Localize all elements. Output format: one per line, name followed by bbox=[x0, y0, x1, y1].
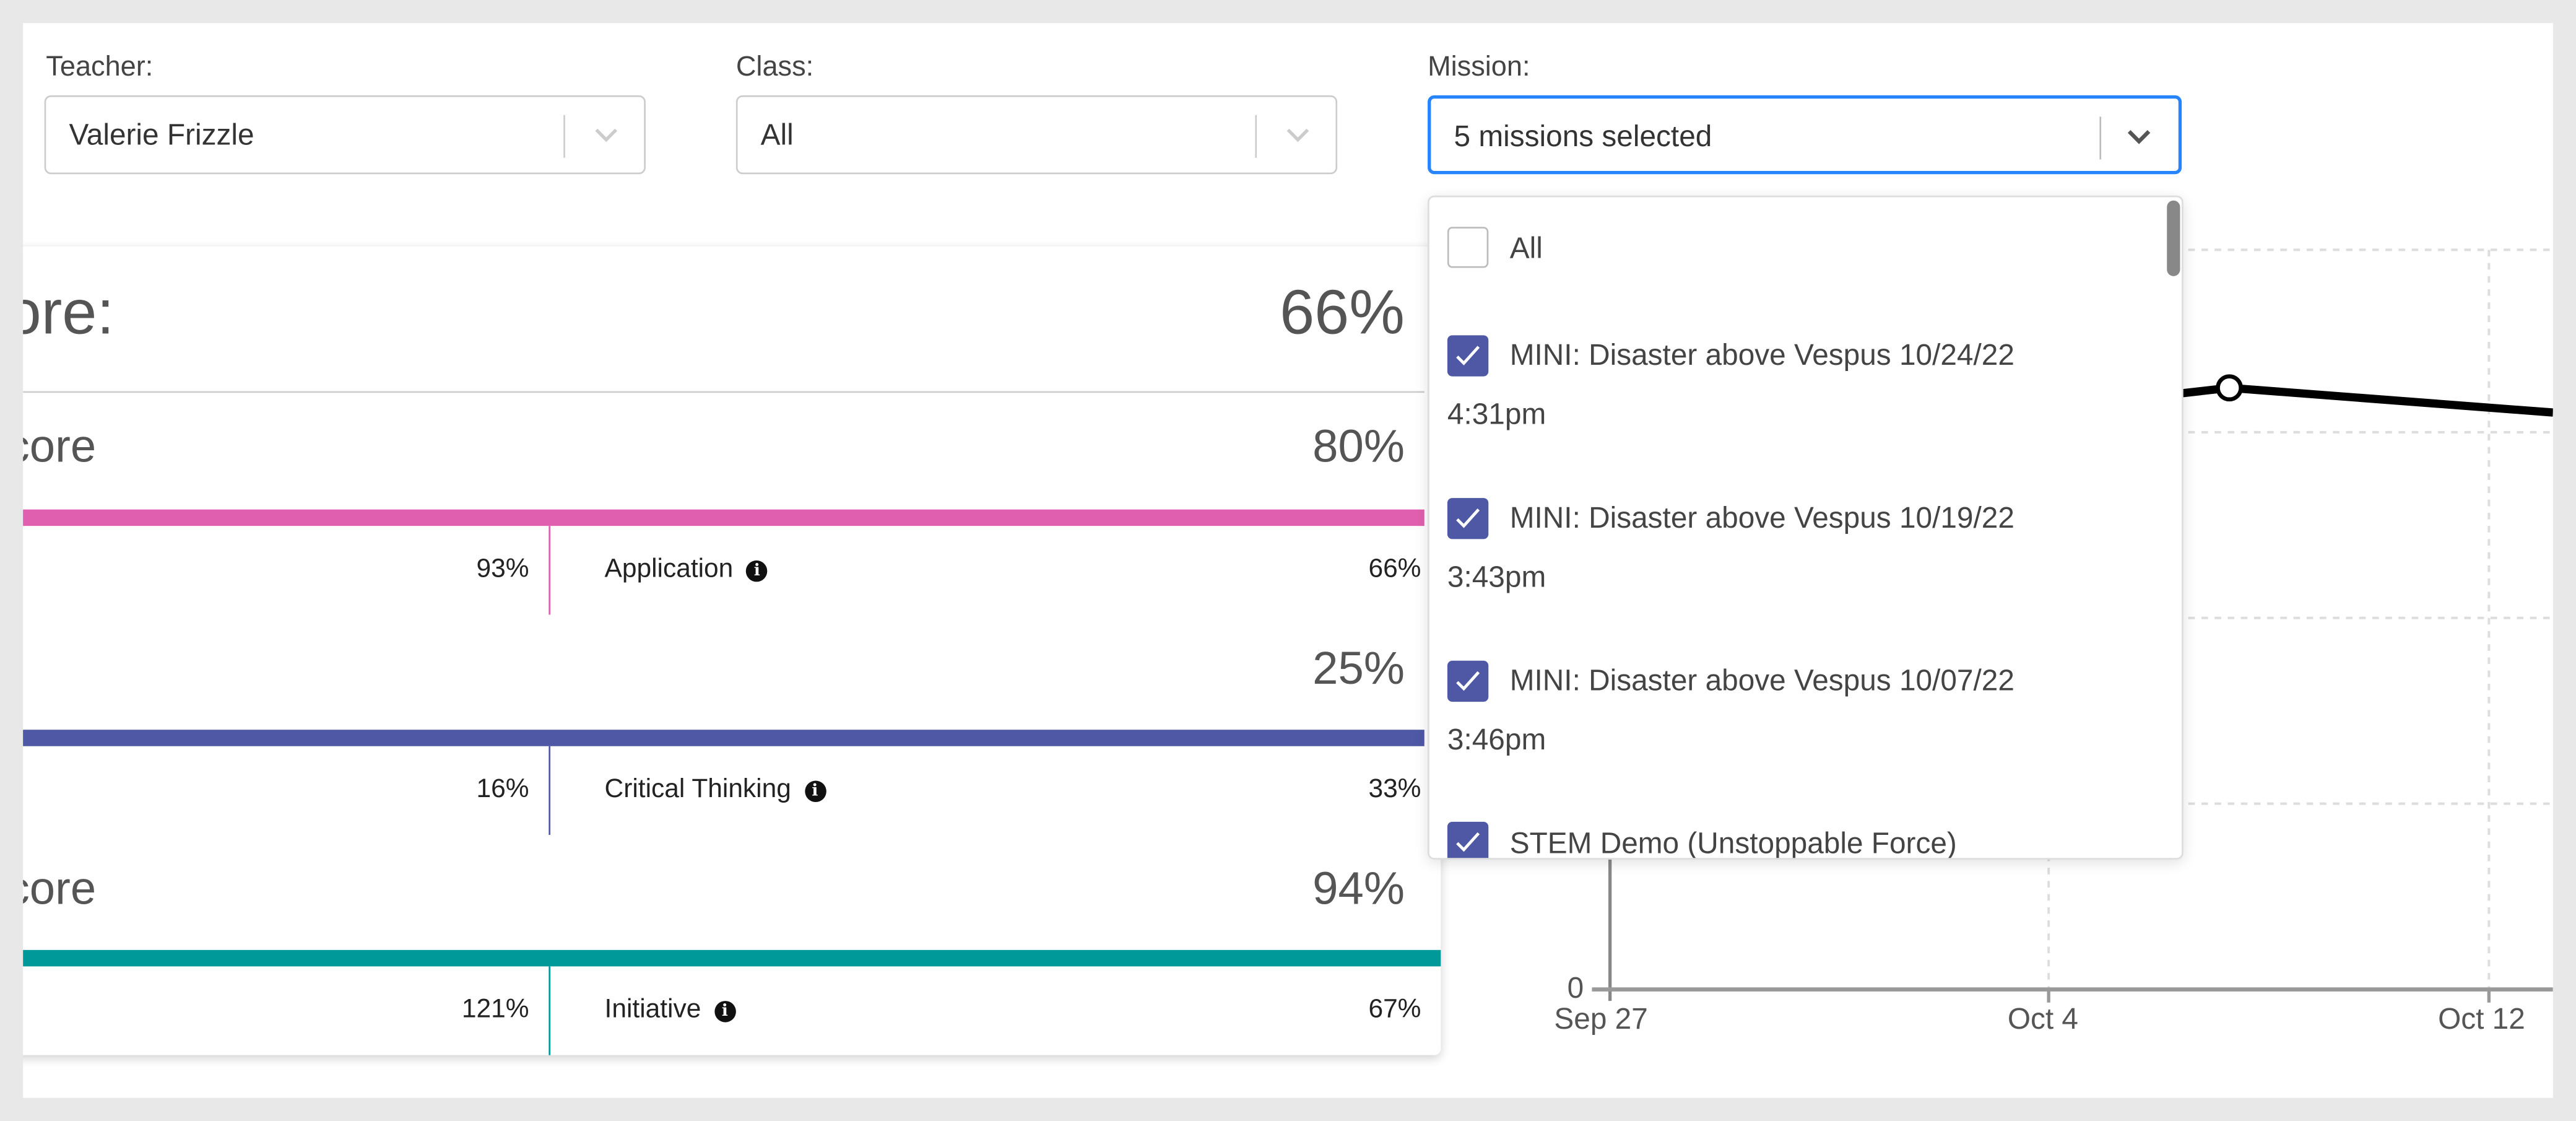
info-icon[interactable]: i bbox=[714, 1001, 736, 1023]
chevron-down-icon bbox=[2127, 130, 2151, 144]
checkbox-checked[interactable] bbox=[1447, 498, 1489, 539]
option-mission[interactable]: MINI: Disaster above Vespus 10/24/22 4:3… bbox=[1429, 329, 2153, 493]
y-tick-label: 0 bbox=[1567, 971, 1584, 1005]
check-icon bbox=[1456, 832, 1480, 852]
option-label: MINI: Disaster above Vespus 10/24/22 bbox=[1509, 338, 2014, 372]
separator bbox=[2099, 116, 2102, 160]
option-time: 3:43pm bbox=[1447, 560, 1546, 593]
overall-score-label: ore: bbox=[23, 279, 115, 349]
divider bbox=[549, 526, 550, 615]
option-mission[interactable]: MINI: Disaster above Vespus 10/07/22 3:4… bbox=[1429, 657, 2153, 821]
skill-label: Critical Thinking bbox=[604, 775, 791, 804]
dashboard-panel: 0 Sep 27 Oct 4 Oct 12 Teacher: Valerie F… bbox=[23, 23, 2553, 1098]
checkbox-checked[interactable] bbox=[1447, 660, 1489, 702]
divider bbox=[549, 966, 550, 1055]
mission-label: Mission: bbox=[1428, 51, 1530, 82]
scrollbar[interactable] bbox=[2167, 200, 2180, 276]
skill-label: Application bbox=[604, 555, 734, 584]
option-label: STEM Demo (Unstoppable Force) bbox=[1509, 826, 1957, 860]
check-icon bbox=[1456, 346, 1480, 365]
progress-bar bbox=[23, 949, 1441, 967]
separator bbox=[1255, 115, 1257, 158]
section-label: core bbox=[23, 421, 97, 472]
data-point bbox=[2216, 374, 2243, 402]
option-mission[interactable]: STEM Demo (Unstoppable Force) bbox=[1429, 821, 2153, 860]
skill-critical-thinking: Critical Thinking i bbox=[605, 776, 826, 806]
series-line bbox=[2141, 383, 2553, 417]
progress-bar bbox=[23, 730, 1425, 746]
skill-initiative: Initiative i bbox=[605, 996, 736, 1026]
check-icon bbox=[1456, 671, 1480, 691]
section-value: 80% bbox=[1312, 421, 1405, 472]
option-time: 3:46pm bbox=[1447, 723, 1546, 756]
option-time: 4:31pm bbox=[1447, 398, 1546, 431]
skill-score: 67% bbox=[1368, 996, 1421, 1024]
check-icon bbox=[1456, 508, 1480, 528]
divider bbox=[549, 746, 550, 835]
mission-dropdown-menu: All MINI: Disaster above Vespus 10/24/22… bbox=[1428, 195, 2184, 860]
divider bbox=[23, 391, 1425, 393]
checkbox-checked[interactable] bbox=[1447, 335, 1489, 377]
teacher-select[interactable]: Valerie Frizzle bbox=[44, 95, 646, 175]
chevron-down-icon bbox=[595, 128, 618, 142]
info-icon[interactable]: i bbox=[804, 780, 826, 803]
option-label: MINI: Disaster above Vespus 10/07/22 bbox=[1509, 664, 2014, 697]
class-value: All bbox=[760, 118, 794, 152]
section-value: 94% bbox=[1312, 863, 1405, 914]
sub-score: 121% bbox=[461, 996, 529, 1024]
x-tick-label: Oct 4 bbox=[2007, 1002, 2078, 1036]
skill-score: 66% bbox=[1368, 555, 1421, 584]
option-mission[interactable]: MINI: Disaster above Vespus 10/19/22 3:4… bbox=[1429, 493, 2153, 657]
teacher-value: Valerie Frizzle bbox=[69, 118, 254, 152]
checkbox-unchecked[interactable] bbox=[1447, 227, 1489, 268]
skill-label: Initiative bbox=[604, 996, 701, 1024]
option-all[interactable]: All bbox=[1429, 197, 2153, 328]
skill-application: Application i bbox=[605, 556, 768, 585]
class-select[interactable]: All bbox=[735, 95, 1338, 175]
teacher-label: Teacher: bbox=[46, 51, 154, 82]
option-label: MINI: Disaster above Vespus 10/19/22 bbox=[1509, 501, 2014, 534]
sub-score: 93% bbox=[476, 555, 529, 584]
class-label: Class: bbox=[735, 51, 814, 82]
sub-score: 16% bbox=[476, 775, 529, 804]
mission-value: 5 missions selected bbox=[1454, 120, 1712, 153]
separator bbox=[563, 115, 565, 158]
chevron-down-icon bbox=[1286, 128, 1309, 142]
section-label: core bbox=[23, 863, 97, 914]
x-tick-label: Sep 27 bbox=[1554, 1002, 1648, 1036]
x-tick-label: Oct 12 bbox=[2438, 1002, 2525, 1036]
option-label: All bbox=[1509, 232, 1543, 265]
info-icon[interactable]: i bbox=[746, 560, 768, 582]
overall-score-value: 66% bbox=[1280, 279, 1405, 349]
checkbox-checked[interactable] bbox=[1447, 821, 1489, 858]
section-value: 25% bbox=[1312, 642, 1405, 694]
progress-bar bbox=[23, 509, 1425, 526]
skill-score: 33% bbox=[1368, 775, 1421, 804]
mission-select[interactable]: 5 missions selected bbox=[1428, 95, 2182, 175]
score-card: ore: 66% core 80% 93% Application i 66% 2… bbox=[23, 246, 1441, 1055]
